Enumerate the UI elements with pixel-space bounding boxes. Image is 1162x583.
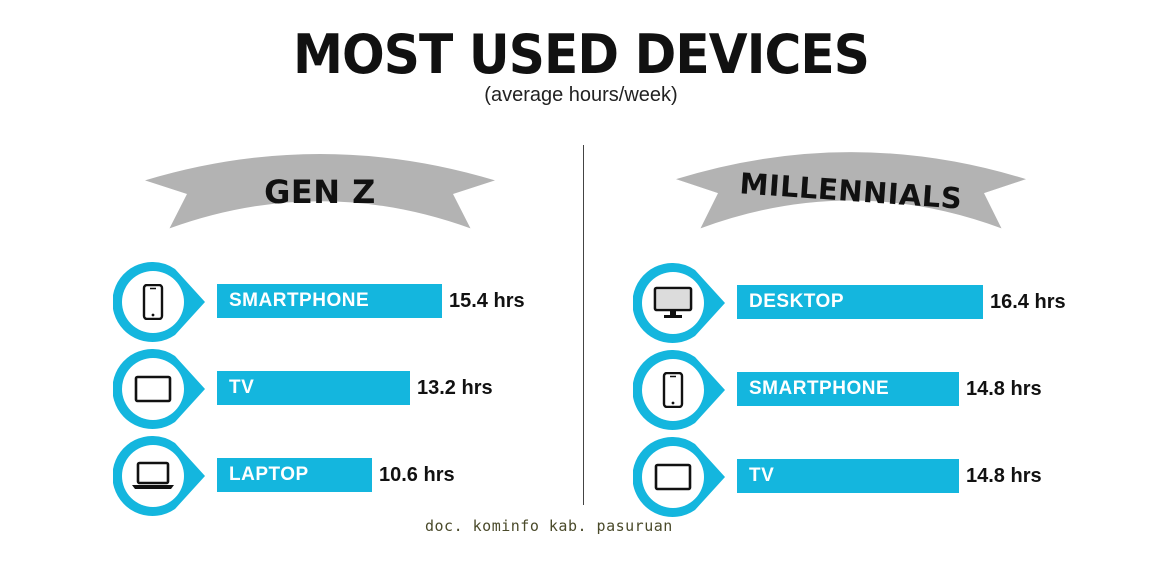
value-label: 10.6 hrs xyxy=(379,464,455,486)
panel-divider xyxy=(583,145,584,505)
page-subtitle: (average hours/week) xyxy=(484,84,678,106)
tv-icon xyxy=(113,349,193,429)
bar: SMARTPHONE xyxy=(737,372,959,406)
genz-banner: GEN Z xyxy=(145,150,495,230)
value-label: 14.8 hrs xyxy=(966,465,1042,487)
bar-row: TV 14.8 hrs xyxy=(633,437,1162,517)
watermark: doc. kominfo kab. pasuruan xyxy=(425,517,673,535)
category-label: TV xyxy=(229,377,255,398)
bar: TV xyxy=(217,371,410,405)
category-label: DESKTOP xyxy=(749,291,845,312)
desktop-icon xyxy=(633,263,713,343)
value-label: 14.8 hrs xyxy=(966,378,1042,400)
bar: LAPTOP xyxy=(217,458,372,492)
value-label: 15.4 hrs xyxy=(449,290,525,312)
bar: SMARTPHONE xyxy=(217,284,442,318)
panel-title: GEN Z xyxy=(264,173,376,211)
tv-icon xyxy=(633,437,713,517)
bar-row: SMARTPHONE 14.8 hrs xyxy=(633,350,1162,430)
bar-row: DESKTOP 16.4 hrs xyxy=(633,263,1162,343)
category-label: SMARTPHONE xyxy=(229,290,370,311)
millennials-banner: MILLENNIALS xyxy=(676,148,1026,230)
bar-row: LAPTOP 10.6 hrs xyxy=(113,436,673,516)
category-label: TV xyxy=(749,465,775,486)
bar-row: SMARTPHONE 15.4 hrs xyxy=(113,262,673,342)
value-label: 13.2 hrs xyxy=(417,377,493,399)
bar: TV xyxy=(737,459,959,493)
smartphone-icon xyxy=(113,262,193,342)
category-label: LAPTOP xyxy=(229,464,309,485)
page-title: MOST USED DEVICES xyxy=(292,23,870,86)
smartphone-icon xyxy=(633,350,713,430)
category-label: SMARTPHONE xyxy=(749,378,890,399)
laptop-icon xyxy=(113,436,193,516)
bar-row: TV 13.2 hrs xyxy=(113,349,673,429)
value-label: 16.4 hrs xyxy=(990,291,1066,313)
bar: DESKTOP xyxy=(737,285,983,319)
